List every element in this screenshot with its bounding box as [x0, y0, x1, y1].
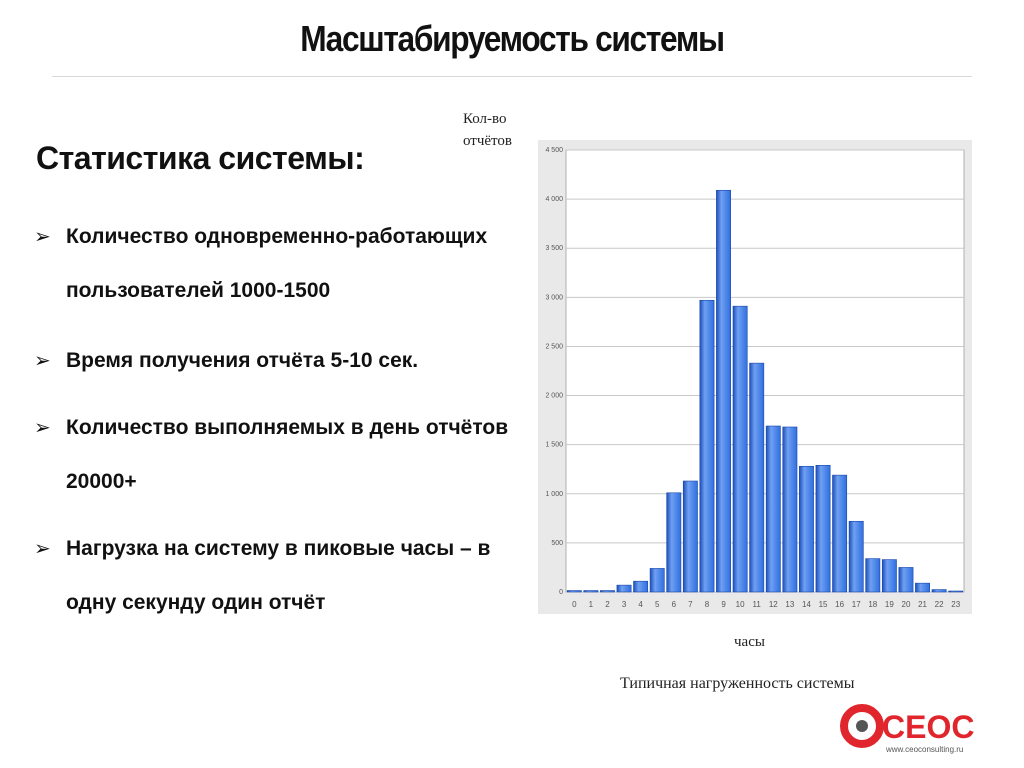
- y-tick-label: 3 000: [545, 294, 563, 301]
- plot-area: [565, 149, 965, 593]
- bar-hour-12: [765, 425, 781, 593]
- y-tick-label: 3 500: [545, 245, 563, 252]
- bar-hour-8: [699, 299, 715, 593]
- bar-hour-18: [865, 558, 881, 593]
- bar-hour-22: [931, 589, 947, 593]
- bar-hour-23: [948, 590, 964, 593]
- x-tick-label: 19: [885, 600, 894, 609]
- bar-hour-19: [881, 559, 897, 593]
- title-divider: [52, 76, 972, 77]
- arrow-bullet-icon: ➢: [34, 417, 51, 439]
- section-subtitle: Статистика системы:: [36, 140, 365, 176]
- bar-hour-15: [815, 464, 831, 593]
- y-tick-label: 2 500: [545, 343, 563, 350]
- bar-hour-3: [616, 584, 632, 593]
- bar-hour-1: [583, 590, 599, 593]
- bar-hour-21: [915, 582, 930, 593]
- ceoc-logo: CEOC www.ceoconsulting.ru: [840, 704, 974, 754]
- x-tick-label: 12: [769, 600, 778, 609]
- y-tick-label: 500: [551, 540, 563, 547]
- y-axis-label: Кол-во отчётов: [463, 108, 512, 152]
- x-tick-label: 8: [705, 600, 710, 609]
- bar-hour-11: [749, 362, 765, 593]
- logo-ring-icon: [840, 704, 884, 748]
- x-tick-label: 10: [736, 600, 745, 609]
- hourly-load-chart: 0 500 1 000 1 500 2 000 2 500 3 000 3 500 4 000 4…: [538, 140, 972, 614]
- logo-text: CEOC: [882, 709, 974, 745]
- bullet-text: Время получения отчёта 5-10 сек.: [66, 349, 419, 372]
- bar-hour-20: [898, 567, 914, 593]
- x-tick-label: 6: [672, 600, 677, 609]
- bar-hour-13: [782, 426, 798, 593]
- x-tick-label: 22: [935, 600, 944, 609]
- bullet-list: ➢ Количество одновременно-работающих пол…: [34, 210, 534, 630]
- x-tick-label: 20: [902, 600, 911, 609]
- x-tick-label: 1: [589, 600, 594, 609]
- logo-dot-icon: [856, 720, 868, 732]
- bar-hour-4: [633, 580, 649, 593]
- x-tick-label: 13: [785, 600, 794, 609]
- x-tick-label: 3: [622, 600, 627, 609]
- chart-caption: Типичная нагруженность системы: [620, 675, 855, 692]
- x-tick-label: 4: [638, 600, 643, 609]
- bullet-text: Количество выполняемых в день отчётов 20…: [66, 416, 509, 493]
- y-axis-label-line: отчётов: [463, 133, 512, 149]
- bullet-text: Нагрузка на систему в пиковые часы – в о…: [66, 537, 491, 614]
- y-tick-label: 0: [559, 589, 563, 596]
- x-tick-label: 14: [802, 600, 811, 609]
- arrow-bullet-icon: ➢: [34, 226, 51, 248]
- x-tick-label: 0: [572, 600, 577, 609]
- bar-hour-10: [732, 305, 748, 593]
- bullet-item: ➢ Нагрузка на систему в пиковые часы – в…: [34, 522, 534, 630]
- bar-hour-9: [716, 189, 731, 593]
- y-tick-label: 1 000: [545, 491, 563, 498]
- x-tick-label: 23: [951, 600, 960, 609]
- arrow-bullet-icon: ➢: [34, 350, 51, 372]
- bar-hour-6: [666, 492, 682, 593]
- bullet-item: ➢ Количество одновременно-работающих пол…: [34, 210, 534, 318]
- x-tick-label: 5: [655, 600, 660, 609]
- bar-hour-0: [566, 590, 582, 593]
- arrow-bullet-icon: ➢: [34, 538, 51, 560]
- logo-url: www.ceoconsulting.ru: [885, 745, 963, 754]
- bar-hour-14: [799, 465, 814, 593]
- x-tick-label: 7: [688, 600, 693, 609]
- y-tick-label: 1 500: [545, 442, 563, 449]
- bar-hour-2: [600, 590, 615, 593]
- x-tick-label: 11: [753, 600, 762, 609]
- x-tick-label: 17: [852, 600, 861, 609]
- y-tick-label: 4 000: [545, 196, 563, 203]
- x-tick-label: 16: [835, 600, 844, 609]
- bar-hour-16: [832, 474, 848, 593]
- x-tick-label: 15: [819, 600, 828, 609]
- x-tick-label: 9: [721, 600, 726, 609]
- y-tick-label: 4 500: [545, 147, 563, 154]
- x-axis-label: часы: [734, 634, 765, 650]
- x-tick-label: 2: [605, 600, 610, 609]
- bar-hour-7: [682, 480, 698, 593]
- bullet-item: ➢ Количество выполняемых в день отчётов …: [34, 401, 534, 509]
- bar-hour-17: [848, 520, 864, 593]
- y-tick-label: 2 000: [545, 393, 563, 400]
- bar-hour-5: [649, 568, 665, 593]
- bullet-item: ➢ Время получения отчёта 5-10 сек.: [34, 334, 534, 388]
- y-axis-label-line: Кол-во: [463, 111, 507, 127]
- x-tick-label: 21: [918, 600, 927, 609]
- bullet-text: Количество одновременно-работающих польз…: [66, 225, 488, 302]
- x-tick-label: 18: [868, 600, 877, 609]
- slide-title: Масштабируемость системы: [300, 18, 725, 59]
